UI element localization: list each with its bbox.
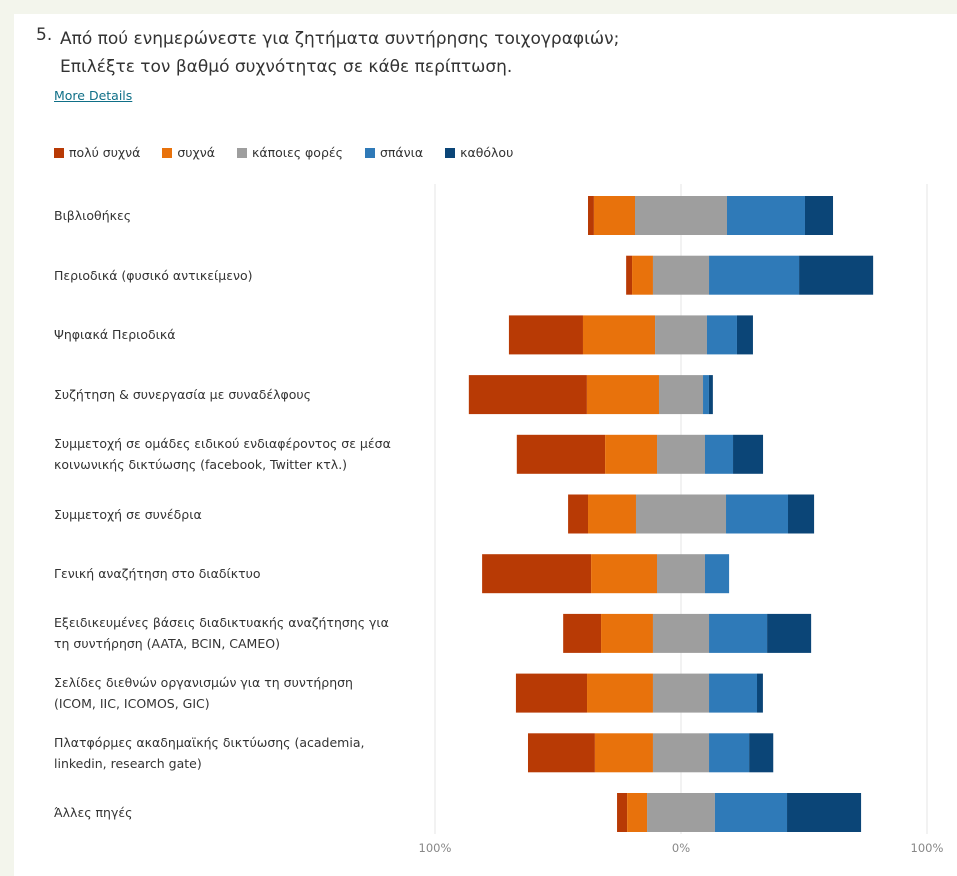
bar-segment[interactable] [516,434,606,474]
row-label: Ψηφιακά Περιοδικά [54,327,176,343]
bar-segment[interactable] [588,494,636,534]
row-label: Περιοδικά (φυσικό αντικείμενο) [54,267,253,283]
chart-legend: πολύ συχνά συχνά κάποιες φορές σπάνια καθόλο… [54,145,535,160]
bar-segment[interactable] [733,434,764,474]
bar-segment[interactable] [568,494,589,534]
legend-swatch [54,147,64,158]
bar-segment[interactable] [652,733,710,773]
bar-segment[interactable] [657,554,705,594]
bar-segment[interactable] [515,673,588,713]
bar-segment[interactable] [658,375,704,415]
bar-segment[interactable] [709,733,750,773]
bar-segment[interactable] [709,255,800,295]
legend-label: καθόλου [460,145,514,160]
bar-segment[interactable] [482,554,592,594]
bar-segment[interactable] [726,494,789,534]
bar-segment[interactable] [652,255,710,295]
bar-segment[interactable] [704,554,730,594]
bar-segment[interactable] [714,793,788,832]
legend-label: σπάνια [379,145,424,160]
diverging-bar-chart: 100% 0% 100% [419,184,944,855]
bar-segment[interactable] [652,613,710,653]
bar-segment[interactable] [804,196,834,235]
bar-segment[interactable] [736,315,753,355]
bar-segment[interactable] [582,315,656,355]
bar-segment[interactable] [704,434,734,474]
bar-segment[interactable] [767,613,812,653]
bar-segment[interactable] [655,315,707,355]
question-title-line-2: Επιλέξτε τον βαθμό συχνότητας σε κάθε πε… [60,57,513,77]
bar-segment[interactable] [708,375,713,415]
bar-segment[interactable] [703,375,709,415]
row-label: Πλατφόρμες ακαδημαϊκής δικτύωσης (academ… [54,734,365,771]
legend-swatch [236,147,247,158]
legend-label: συχνά [177,145,215,160]
bar-segment[interactable] [627,793,648,832]
legend-item-3: σπάνια [364,145,424,160]
bar-segment[interactable] [601,613,653,653]
row-label: Άλλες πηγές [54,805,133,820]
bar-segment[interactable] [605,434,658,474]
legend-item-4: καθόλου [445,145,513,160]
x-tick-label: 100% [419,841,452,855]
bar-segment[interactable] [727,196,805,235]
legend-item-0: πολύ συχνά [54,145,140,160]
bar-segment[interactable] [787,793,862,832]
x-tick-label: 0% [672,841,690,855]
legend-item-1: συχνά [162,145,215,160]
row-label: Συμμετοχή σε ομάδες ειδικού ενδιαφέροντο… [54,436,391,473]
bar-segment[interactable] [594,733,653,773]
survey-question-card: 5. Από πού ενημερώνεστε για ζητήματα συν… [14,14,957,876]
legend-swatch [445,147,456,158]
bar-segment[interactable] [788,494,815,534]
row-label: Συζήτηση & συνεργασία με συναδέλφους [54,387,311,403]
more-details-link[interactable]: More Details [54,88,133,103]
x-tick-label: 100% [911,841,944,855]
bar-segment[interactable] [757,673,763,713]
bar-segment[interactable] [635,494,727,534]
row-label: Γενική αναζήτηση στο διαδίκτυο [54,566,261,582]
bar-segment[interactable] [563,613,602,653]
bar-segment[interactable] [706,315,737,355]
bar-segment[interactable] [632,255,653,295]
question-title: Από πού ενημερώνεστε για ζητήματα συντήρ… [60,25,619,81]
row-label: Σελίδες διεθνών οργανισμών για τη συντήρ… [54,675,353,712]
legend-label: πολύ συχνά [69,145,141,160]
bar-segment[interactable] [588,196,594,235]
question-number: 5. [36,25,53,45]
bar-segment[interactable] [749,733,774,773]
bar-segment[interactable] [647,793,715,832]
row-label: Βιβλιοθήκες [54,208,132,223]
bar-segment[interactable] [709,673,758,713]
bar-segment[interactable] [468,375,587,415]
legend-item-2: κάποιες φορές [236,145,343,160]
row-label: Συμμετοχή σε συνέδρια [54,506,202,522]
question-title-line-1: Από πού ενημερώνεστε για ζητήματα συντήρ… [60,29,620,49]
bar-segment[interactable] [657,434,705,474]
bar-segment[interactable] [799,255,874,295]
bar-segment[interactable] [652,673,710,713]
bar-segment[interactable] [508,315,583,355]
bar-segment[interactable] [617,793,628,832]
bar-segment[interactable] [709,613,768,653]
row-label: Εξειδικευμένες βάσεις διαδικτυακής αναζή… [54,615,389,652]
bar-segment[interactable] [587,673,653,713]
legend-swatch [364,147,375,158]
bar-segment[interactable] [527,733,595,773]
bar-segment[interactable] [626,255,633,295]
bar-segment[interactable] [586,375,659,415]
bar-segment[interactable] [591,554,658,594]
legend-label: κάποιες φορές [251,145,343,160]
bar-segment[interactable] [635,196,727,235]
bar-segment[interactable] [593,196,635,235]
legend-swatch [162,147,173,158]
